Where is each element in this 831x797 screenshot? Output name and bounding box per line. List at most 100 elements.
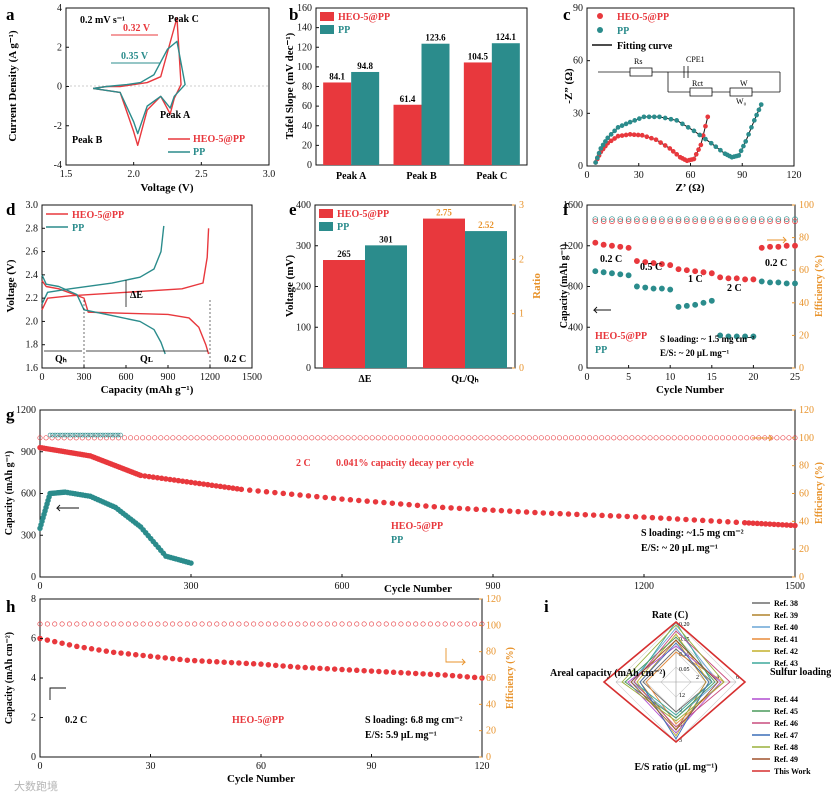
efficiency-point-heo [490, 435, 496, 441]
efficiency-point-heo [221, 621, 227, 627]
legend-swatch-pp-e [319, 222, 333, 231]
efficiency-point-heo [287, 621, 293, 627]
y-tick-label: 120 [486, 594, 501, 605]
legend-pp-c: PP [617, 26, 629, 37]
eis-point-pp [703, 136, 708, 142]
x-tick-label: 90 [737, 170, 747, 181]
ylabel-c: -Z” (Ω) [563, 68, 575, 104]
ylabel-e: Voltage (mV) [284, 255, 296, 318]
rate-point-pp [758, 278, 765, 285]
legend-pp-e: PP [337, 222, 349, 233]
efficiency-point-heo [496, 435, 502, 441]
rate-point-pp [609, 270, 615, 277]
capacity-point-heo [368, 668, 375, 674]
efficiency-point-heo [339, 621, 345, 627]
annotation-g-rate: 2 C [296, 458, 311, 469]
capacity-point-heo [331, 666, 338, 672]
efficiency-point-heo [641, 435, 647, 441]
efficiency-point-heo [236, 435, 242, 441]
annotation-g-loading: S loading: ~1.5 mg cm⁻² [641, 528, 744, 539]
panel-letter-d: d [6, 200, 16, 219]
capacity-point-heo [490, 507, 496, 513]
capacity-point-heo [125, 651, 132, 657]
capacity-point-heo [449, 672, 456, 679]
eis-point-heo [703, 123, 708, 129]
efficiency-point-heo [520, 435, 526, 441]
legend-label: Ref. 49 [774, 755, 798, 764]
x-tick-label: 0 [585, 372, 590, 383]
legend-label: Ref. 38 [774, 599, 798, 608]
bar-value-label: 265 [337, 249, 351, 259]
radar-loading-tick: 2 [696, 675, 699, 681]
legend-heo-g: HEO-5@PP [391, 521, 443, 532]
efficiency-point-pp [47, 432, 53, 438]
capacity-point-heo [372, 499, 379, 505]
y-tick-label: 60 [799, 489, 809, 500]
efficiency-point-heo [738, 435, 744, 441]
y-tick-label: 30 [573, 108, 583, 119]
rate-point-heo [767, 243, 773, 250]
rate-point-heo [592, 239, 599, 246]
efficiency-point-pp [65, 432, 70, 438]
efficiency-point-heo [700, 218, 707, 225]
efficiency-point-heo [118, 621, 124, 627]
bar-pp [465, 231, 507, 368]
efficiency-point-heo [617, 218, 624, 225]
x-tick-label: 120 [787, 170, 802, 181]
rate-point-pp [642, 284, 649, 291]
y-tick-label: 40 [799, 516, 809, 527]
eis-point-heo [670, 149, 676, 154]
eis-point-pp [743, 139, 749, 144]
annotation-f-loading: S loading: ~ 1.5 mg cm⁻² [660, 334, 755, 344]
legend-label: Ref. 44 [774, 695, 798, 704]
efficiency-point-heo [642, 218, 648, 225]
y-tick-label: 40 [486, 699, 496, 710]
annotation-f-05c: 0.5 C [640, 262, 662, 273]
eis-point-pp [598, 146, 604, 151]
rate-point-pp [700, 299, 707, 306]
y-tick-label: 800 [568, 282, 583, 293]
bar-value-label: 123.6 [425, 33, 446, 43]
x-tick-label: 30 [634, 170, 644, 181]
efficiency-point-heo [683, 435, 689, 441]
rate-point-pp [792, 280, 798, 287]
eis-point-heo [623, 132, 629, 138]
rate-point-pp [592, 268, 599, 275]
y-tick-label: 200 [296, 282, 311, 293]
capacity-point-heo [574, 511, 580, 518]
rate-point-pp [675, 303, 682, 310]
rate-point-pp [717, 332, 724, 339]
rate-point-pp [775, 279, 782, 286]
rate-point-pp [625, 272, 632, 279]
efficiency-point-heo [472, 621, 478, 627]
eis-point-pp [708, 140, 714, 146]
eis-point-pp [738, 148, 744, 154]
capacity-point-heo [523, 509, 530, 515]
efficiency-point-heo [684, 218, 690, 225]
efficiency-point-heo [418, 435, 424, 441]
legend-heo-a: HEO-5@PP [193, 134, 245, 145]
rate-point-heo [692, 268, 699, 275]
circuit-label-w: W [740, 79, 748, 88]
legend-label: This Work [774, 767, 811, 776]
rate-point-pp [683, 302, 690, 309]
efficiency-point-pp [57, 432, 63, 438]
y-tick-label: 60 [486, 673, 496, 684]
eis-point-pp [623, 121, 629, 127]
x-tick-label: 30 [146, 761, 156, 772]
capacity-point-heo [473, 506, 479, 513]
efficiency-point-heo [267, 435, 273, 441]
efficiency-point-heo [327, 435, 333, 441]
rate-point-pp [617, 271, 624, 278]
efficiency-point-heo [182, 435, 188, 441]
y-tick-label: 60 [573, 56, 583, 67]
efficiency-point-heo [273, 621, 279, 627]
efficiency-point-heo [37, 435, 43, 441]
annotation-ql: Qʟ [140, 354, 153, 365]
efficiency-point-heo [709, 218, 715, 225]
efficiency-point-heo [479, 621, 485, 627]
x-tick-label: 600 [119, 372, 134, 383]
efficiency-point-heo [122, 435, 128, 441]
eis-point-heo [635, 132, 641, 138]
